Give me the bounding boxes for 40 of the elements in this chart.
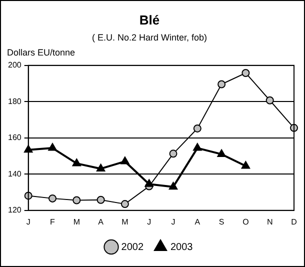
x-tick-label: D bbox=[291, 217, 298, 226]
point bbox=[96, 196, 105, 204]
point bbox=[120, 200, 129, 208]
point bbox=[72, 196, 81, 204]
point bbox=[96, 164, 106, 172]
y-tick-label: 120 bbox=[8, 206, 22, 215]
x-tick-label: M bbox=[122, 217, 129, 226]
x-tick-label: J bbox=[171, 217, 176, 226]
x-tick-label: F bbox=[50, 217, 56, 226]
x-tick-label: N bbox=[266, 217, 273, 226]
point bbox=[193, 143, 202, 151]
point bbox=[144, 179, 154, 187]
point bbox=[193, 124, 202, 132]
x-tick-label: J bbox=[26, 217, 30, 226]
point bbox=[120, 156, 130, 164]
y-tick-label: 180 bbox=[8, 96, 22, 106]
point bbox=[241, 160, 250, 169]
x-tick-label: O bbox=[242, 217, 249, 226]
point bbox=[218, 80, 226, 88]
point bbox=[169, 150, 178, 158]
y-axis-title: Dollars EU/tonne bbox=[7, 47, 76, 58]
point bbox=[217, 149, 226, 157]
point bbox=[72, 158, 82, 166]
legend-label: 2003 bbox=[170, 242, 194, 253]
x-tick-label: M bbox=[73, 217, 80, 226]
y-tick-label: 200 bbox=[8, 60, 22, 70]
chart-title: Blé bbox=[139, 12, 160, 28]
x-tick-label: S bbox=[218, 217, 224, 226]
point bbox=[266, 96, 274, 104]
y-tick-label: 140 bbox=[8, 169, 22, 178]
point bbox=[168, 182, 178, 190]
x-tick-label: A bbox=[98, 217, 104, 226]
legend-label: 2002 bbox=[121, 242, 144, 253]
x-tick-label: A bbox=[194, 217, 201, 226]
chart-subtitle: ( E.U. No.2 Hard Winter, fob) bbox=[92, 32, 208, 42]
point bbox=[48, 194, 56, 202]
point bbox=[48, 143, 57, 151]
y-tick-label: 160 bbox=[8, 133, 22, 142]
point bbox=[242, 69, 250, 78]
x-tick-label: J bbox=[147, 217, 152, 226]
